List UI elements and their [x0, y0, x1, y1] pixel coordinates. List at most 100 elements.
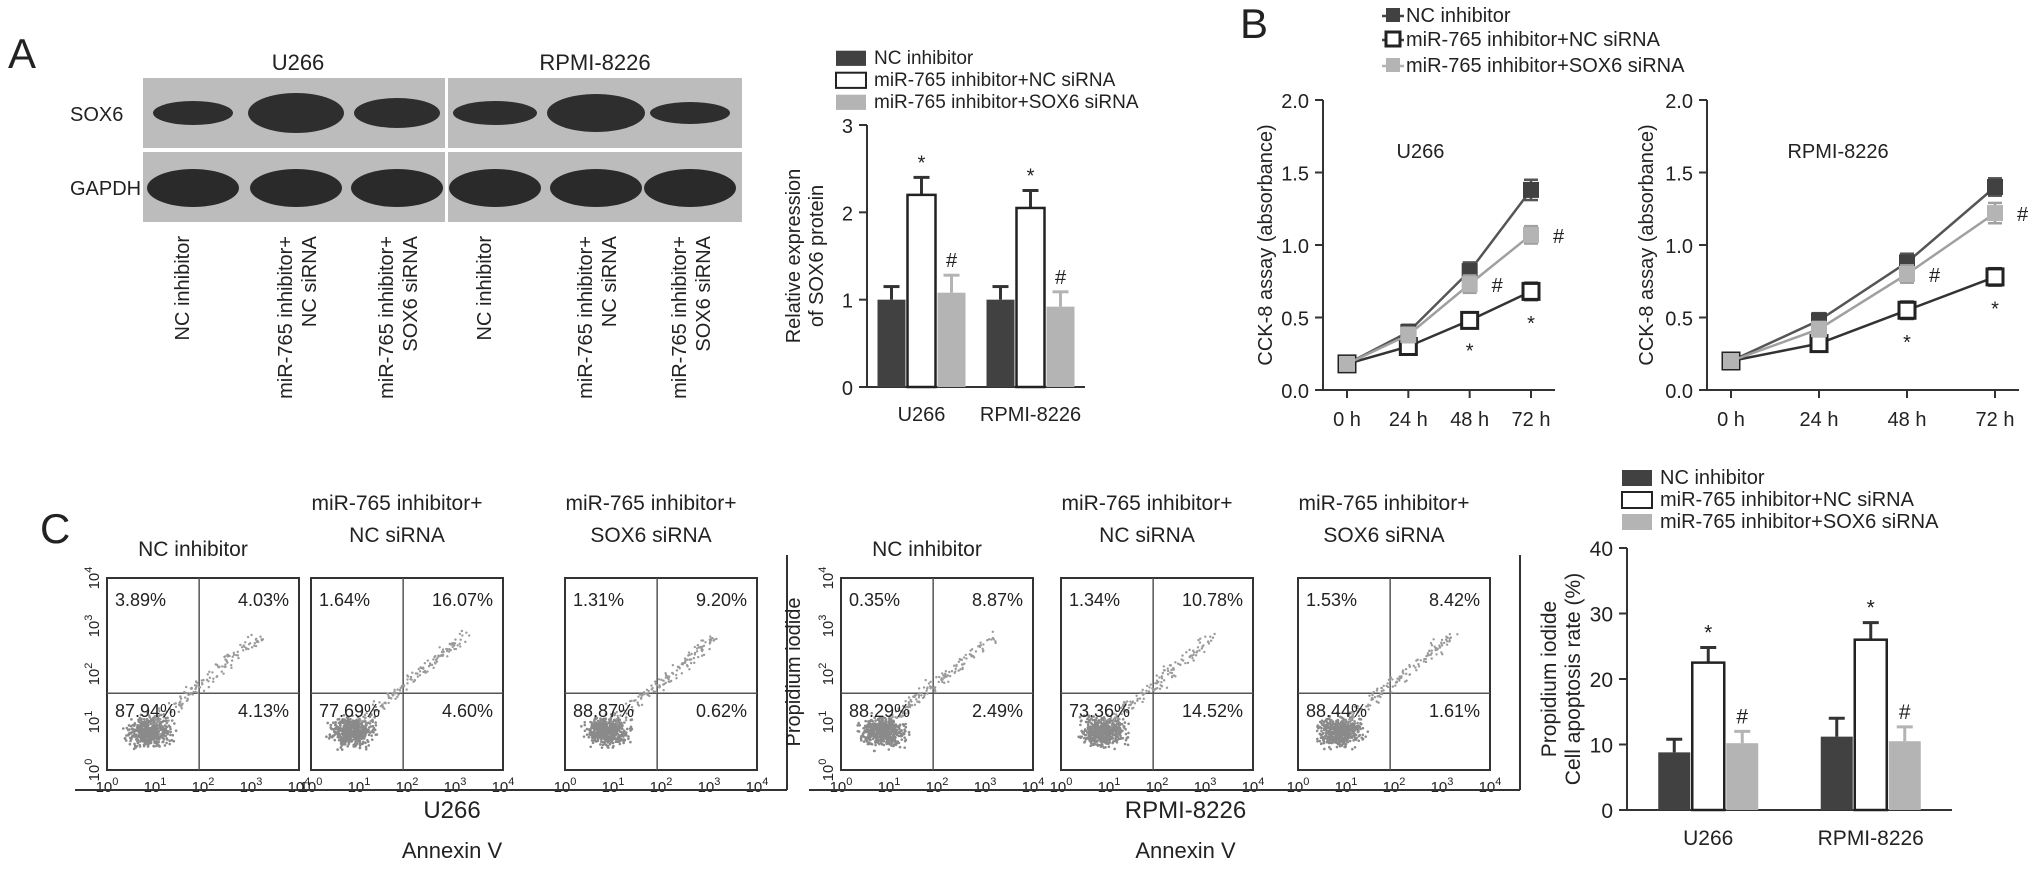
- event-dot: [954, 670, 957, 673]
- event-dot: [247, 643, 251, 646]
- event-dot: [1209, 639, 1213, 642]
- event-dot: [1423, 657, 1426, 661]
- event-dot: [174, 705, 178, 709]
- event-dot: [416, 675, 420, 678]
- y-tick-label: 30: [1590, 604, 1613, 627]
- event-dot: [1329, 738, 1333, 742]
- event-dot: [1113, 747, 1116, 751]
- event-dot: [915, 698, 918, 701]
- event-dot: [237, 656, 240, 660]
- x-tick-label: 103: [240, 776, 263, 796]
- event-dot: [596, 739, 600, 743]
- event-dot: [369, 725, 373, 728]
- blot-band-sox6: [650, 102, 730, 124]
- event-dot: [1188, 655, 1191, 659]
- event-dot: [140, 720, 144, 723]
- event-dot: [334, 721, 337, 724]
- event-dot: [593, 722, 597, 725]
- event-dot: [618, 739, 622, 742]
- event-dot: [374, 733, 378, 737]
- event-dot: [421, 666, 425, 669]
- event-dot: [942, 674, 945, 677]
- blot-group-label: U266: [272, 50, 325, 75]
- event-dot: [412, 680, 415, 683]
- event-dot: [406, 682, 409, 685]
- event-dot: [1206, 640, 1210, 644]
- event-dot: [247, 647, 250, 651]
- event-dot: [1147, 690, 1151, 693]
- blot-lane-label: miR-765 inhibitor+ SOX6 siRNA: [376, 235, 422, 399]
- event-dot: [1356, 721, 1359, 725]
- event-dot: [615, 721, 619, 724]
- quadrant-ll: 88.29%: [849, 701, 910, 721]
- event-dot: [695, 647, 699, 650]
- data-point: [1523, 181, 1539, 198]
- event-dot: [242, 644, 245, 647]
- event-dot: [139, 739, 143, 742]
- quadrant-ul: 1.53%: [1306, 590, 1357, 610]
- event-dot: [1163, 669, 1166, 672]
- x-tick-label: 101: [602, 776, 625, 796]
- event-dot: [146, 711, 149, 714]
- event-dot: [1108, 741, 1112, 744]
- event-dot: [164, 731, 168, 735]
- y-tick-label: 40: [1590, 538, 1613, 561]
- event-dot: [877, 731, 881, 735]
- event-dot: [141, 735, 144, 739]
- event-dot: [685, 664, 689, 667]
- event-dot: [348, 737, 352, 740]
- event-dot: [1109, 736, 1112, 739]
- event-dot: [927, 682, 931, 685]
- event-dot: [129, 739, 132, 743]
- event-dot: [900, 738, 904, 741]
- event-dot: [138, 735, 142, 739]
- quadrant-ur: 8.42%: [1429, 590, 1480, 610]
- event-dot: [340, 748, 344, 751]
- event-dot: [857, 730, 861, 733]
- blot-row-label: GAPDH: [70, 178, 141, 200]
- y-tick-label: 103: [817, 615, 837, 638]
- event-dot: [1403, 680, 1407, 683]
- event-dot: [688, 658, 692, 661]
- event-dot: [1169, 664, 1173, 667]
- event-dot: [1320, 729, 1323, 733]
- event-dot: [391, 692, 394, 696]
- event-dot: [331, 721, 335, 725]
- quadrant-ll: 87.94%: [115, 701, 176, 721]
- event-dot: [343, 743, 347, 746]
- event-dot: [240, 646, 244, 649]
- event-dot: [1131, 707, 1134, 710]
- event-dot: [387, 701, 390, 705]
- event-dot: [158, 735, 162, 739]
- event-dot: [972, 656, 976, 659]
- x-tick-label: 101: [1098, 776, 1121, 796]
- flow-group-name: U266: [423, 797, 480, 824]
- event-dot: [1169, 671, 1172, 674]
- event-dot: [599, 743, 602, 746]
- event-dot: [1364, 735, 1368, 738]
- event-dot: [1354, 728, 1358, 731]
- event-dot: [882, 734, 885, 737]
- data-point: [1723, 353, 1739, 369]
- event-dot: [454, 647, 458, 651]
- event-dot: [640, 696, 643, 700]
- y-tick-label: 0.5: [1281, 309, 1309, 331]
- event-dot: [1142, 697, 1145, 700]
- event-dot: [325, 735, 328, 739]
- event-dot: [863, 729, 867, 732]
- event-dot: [169, 730, 172, 734]
- event-dot: [129, 732, 133, 735]
- event-dot: [125, 726, 129, 730]
- bar: [877, 299, 906, 387]
- event-dot: [605, 734, 608, 737]
- event-dot: [912, 695, 915, 698]
- event-dot: [134, 728, 138, 732]
- event-dot: [1109, 733, 1112, 736]
- quadrant-ul: 1.31%: [573, 590, 624, 610]
- event-dot: [336, 732, 339, 735]
- event-dot: [153, 736, 157, 739]
- event-dot: [611, 746, 615, 749]
- flow-events: [121, 633, 265, 751]
